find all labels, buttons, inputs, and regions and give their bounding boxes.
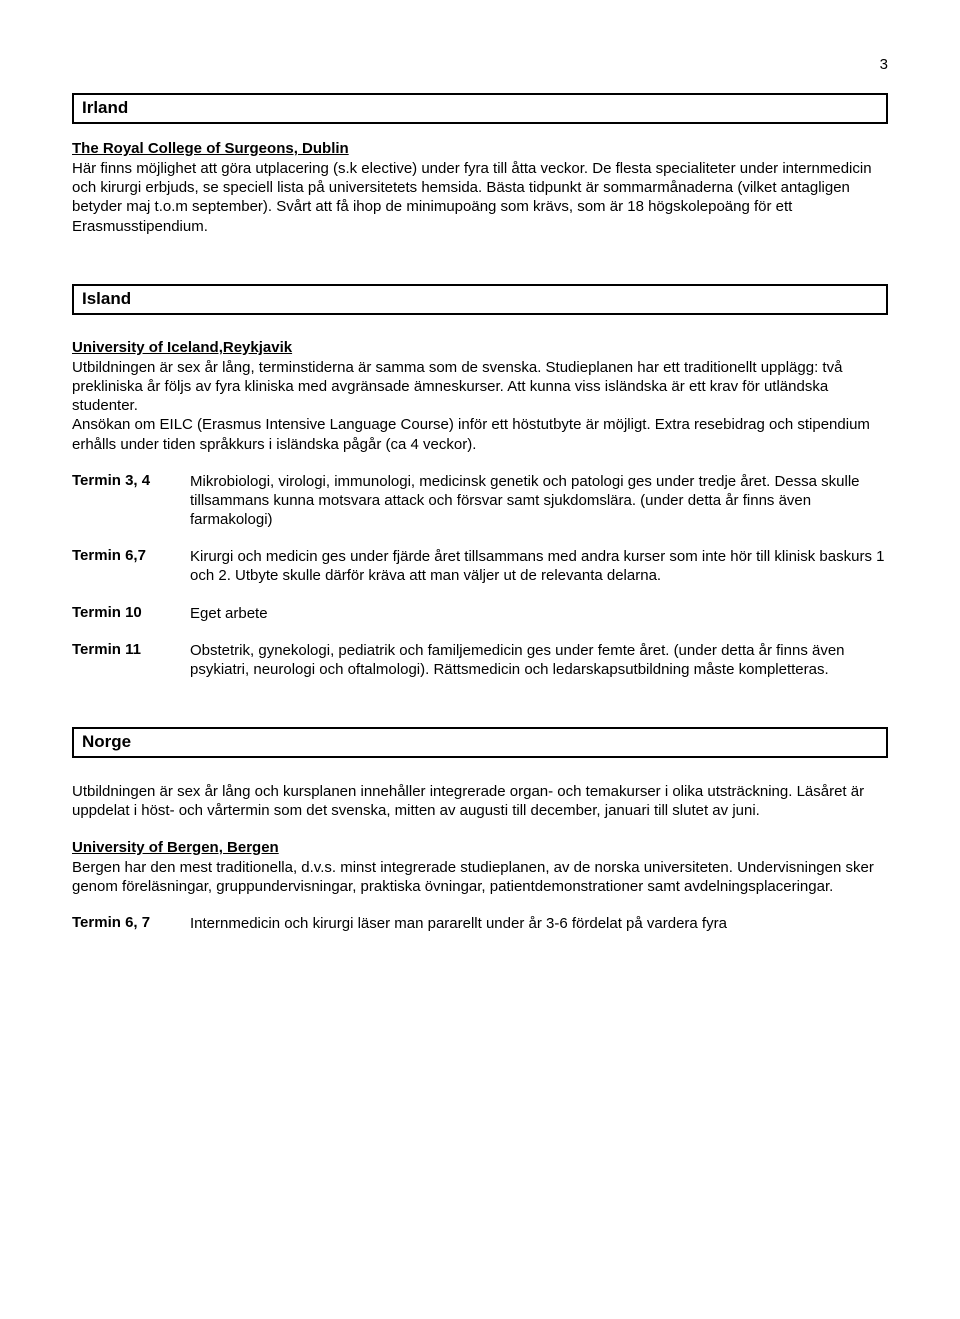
termin-label: Termin 6, 7 (72, 914, 190, 933)
country-title: Norge (82, 732, 131, 751)
body-text: Ansökan om EILC (Erasmus Intensive Langu… (72, 415, 888, 453)
country-title: Island (82, 289, 131, 308)
termin-row: Termin 3, 4 Mikrobiologi, virologi, immu… (72, 472, 888, 530)
termin-row: Termin 6,7 Kirurgi och medicin ges under… (72, 547, 888, 585)
body-text: Utbildningen är sex år lång, terminstide… (72, 358, 888, 416)
document-page: 3 Irland The Royal College of Surgeons, … (0, 0, 960, 973)
page-number: 3 (72, 56, 888, 73)
termin-text: Internmedicin och kirurgi läser man para… (190, 914, 888, 933)
country-box-norge: Norge (72, 727, 888, 758)
termin-label: Termin 11 (72, 641, 190, 679)
country-box-island: Island (72, 284, 888, 315)
country-title: Irland (82, 98, 128, 117)
termin-text: Kirurgi och medicin ges under fjärde åre… (190, 547, 888, 585)
termin-label: Termin 10 (72, 604, 190, 623)
university-title-irland: The Royal College of Surgeons, Dublin (72, 140, 888, 157)
termin-text: Eget arbete (190, 604, 888, 623)
body-text: Bergen har den mest traditionella, d.v.s… (72, 858, 888, 896)
termin-row: Termin 11 Obstetrik, gynekologi, pediatr… (72, 641, 888, 679)
termin-text: Obstetrik, gynekologi, pediatrik och fam… (190, 641, 888, 679)
country-box-irland: Irland (72, 93, 888, 124)
termin-row: Termin 6, 7 Internmedicin och kirurgi lä… (72, 914, 888, 933)
termin-label: Termin 6,7 (72, 547, 190, 585)
university-title-bergen: University of Bergen, Bergen (72, 839, 888, 856)
body-text: Utbildningen är sex år lång och kursplan… (72, 782, 888, 820)
termin-label: Termin 3, 4 (72, 472, 190, 530)
university-title-island: University of Iceland,Reykjavik (72, 339, 888, 356)
termin-row: Termin 10 Eget arbete (72, 604, 888, 623)
termin-text: Mikrobiologi, virologi, immunologi, medi… (190, 472, 888, 530)
body-text: Här finns möjlighet att göra utplacering… (72, 159, 888, 236)
